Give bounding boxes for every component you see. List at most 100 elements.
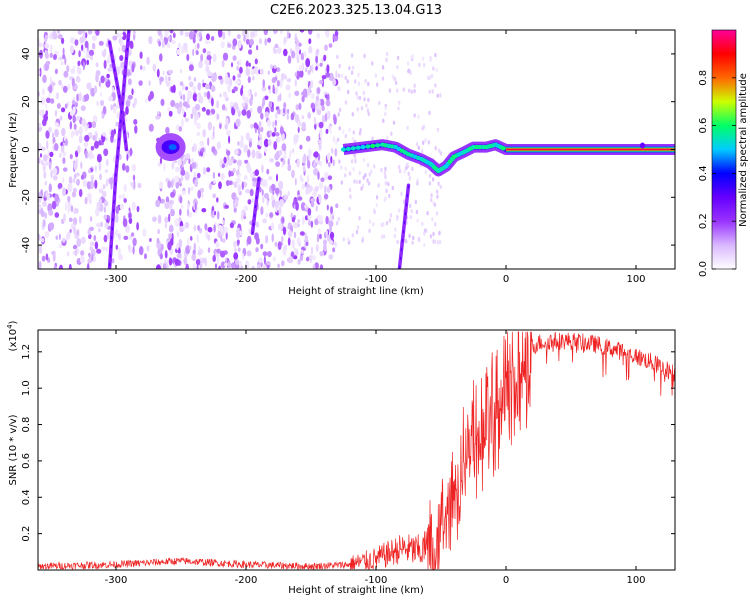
heatmap-cell (208, 182, 213, 190)
heatmap-cell (38, 42, 43, 48)
heatmap-cell (243, 175, 248, 181)
heatmap-cell (382, 118, 385, 124)
heatmap-cell (62, 157, 66, 165)
heatmap-cell (342, 129, 345, 134)
x-tick-label: -100 (365, 274, 388, 285)
heatmap-cell (264, 38, 268, 46)
heatmap-cell (255, 30, 259, 33)
heatmap-cell (325, 72, 331, 78)
y-tick-label: 1.0 (21, 380, 32, 396)
heatmap-cell (422, 124, 426, 129)
heatmap-cell (274, 200, 280, 209)
heatmap-cell (278, 149, 283, 156)
heatmap-cell (220, 261, 226, 269)
heatmap-cell (38, 122, 42, 128)
heatmap-cell (159, 253, 163, 260)
heatmap-cell (304, 204, 308, 210)
heatmap-cell (434, 222, 437, 227)
heatmap-cell (240, 265, 244, 269)
heatmap-cell (240, 87, 244, 97)
heatmap-cell (216, 248, 221, 254)
carrier-cell (370, 143, 376, 149)
heatmap-cell (327, 175, 333, 180)
heatmap-cell (82, 179, 87, 188)
heatmap-cell (40, 207, 44, 215)
heatmap-cell (54, 193, 60, 202)
heatmap-cell (45, 97, 51, 104)
heatmap-cell (415, 141, 419, 147)
heatmap-cell (101, 246, 107, 251)
heatmap-cell (181, 107, 185, 116)
heatmap-cell (271, 222, 275, 231)
heatmap-cell (222, 219, 225, 224)
colorbar-tick-label: 0.6 (698, 118, 709, 134)
heatmap-cell (295, 45, 300, 52)
heatmap-cell (368, 219, 372, 224)
heatmap-cell (45, 104, 48, 109)
heatmap-cell (262, 251, 268, 257)
heatmap-cell (263, 138, 269, 148)
heatmap-cell (176, 231, 180, 238)
heatmap-cell (337, 216, 340, 222)
heatmap-cell (181, 118, 184, 128)
heatmap-cell (315, 55, 318, 64)
heatmap-cell (323, 193, 329, 200)
carrier-cell (360, 144, 366, 150)
heatmap-cell (63, 70, 69, 78)
heatmap-cell (251, 68, 255, 76)
heatmap-cell (188, 64, 194, 72)
heatmap-cell (38, 142, 42, 150)
heatmap-cell (380, 167, 383, 173)
heatmap-cell (428, 89, 431, 95)
heatmap-cell (181, 190, 186, 195)
heatmap-cell (131, 63, 135, 73)
heatmap-cell (421, 221, 424, 226)
heatmap-cell (110, 104, 113, 111)
heatmap-cell (61, 176, 65, 184)
heatmap-cell (351, 65, 355, 70)
heatmap-cell (44, 231, 50, 238)
heatmap-cell (236, 65, 239, 71)
heatmap-cell (271, 183, 276, 192)
heatmap-cell (217, 30, 223, 38)
heatmap-cell (234, 148, 239, 156)
heatmap-cell (245, 67, 251, 77)
snr-x-label: Height of straight line (km) (288, 585, 424, 596)
heatmap-cell (164, 33, 169, 38)
heatmap-cell (52, 252, 56, 262)
heatmap-cell (305, 241, 309, 246)
heatmap-cell (206, 33, 210, 41)
heatmap-cell (108, 95, 113, 102)
y-tick-label: 0.8 (21, 417, 32, 433)
heatmap-cell (434, 146, 437, 151)
heatmap-cell (413, 88, 416, 94)
heatmap-cell (84, 40, 89, 49)
heatmap-cell (65, 138, 68, 146)
heatmap-cell (317, 104, 322, 111)
snr-chart: -300 -200 -100 0 100 0.2 0.4 0.6 0.8 1.0 1.2 Heig… (6, 320, 676, 596)
colorbar-tick-label: 0.8 (698, 70, 709, 86)
heatmap-cell (90, 87, 96, 97)
heatmap-cell (260, 112, 264, 120)
heatmap-cell (44, 51, 49, 59)
heatmap-cell (166, 81, 171, 87)
heatmap-cell (381, 76, 385, 81)
heatmap-cell (59, 115, 63, 121)
heatmap-cell (293, 134, 299, 144)
heatmap-cell (304, 215, 309, 221)
heatmap-cell (194, 179, 199, 188)
heatmap-cell (277, 223, 283, 231)
heatmap-cell (127, 94, 133, 100)
heatmap-cell (207, 137, 210, 147)
heatmap-cell (90, 54, 94, 61)
heatmap-cell (366, 178, 369, 183)
heatmap-cell (274, 119, 278, 127)
heatmap-cell (281, 235, 284, 243)
heatmap-cell (328, 240, 334, 245)
heatmap-cell (169, 224, 174, 233)
heatmap-cell (244, 159, 249, 164)
heatmap-cell (384, 181, 388, 186)
heatmap-cell (262, 218, 267, 224)
heatmap-cell (197, 224, 201, 231)
heatmap-cell (127, 78, 132, 86)
